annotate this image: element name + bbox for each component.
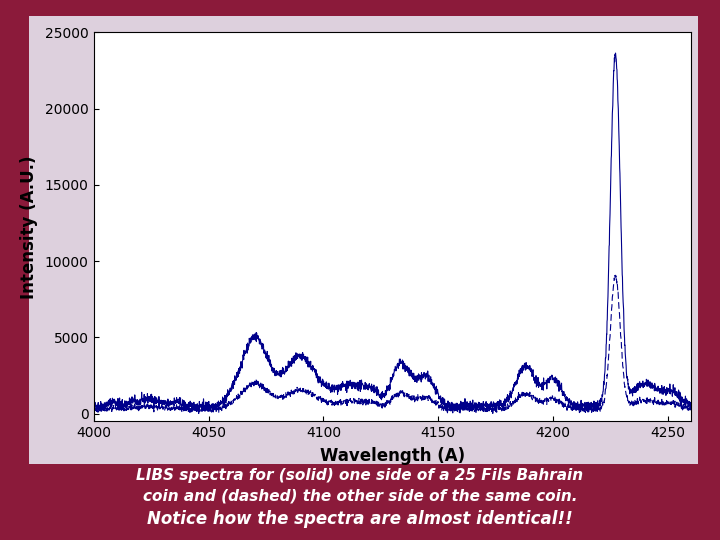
X-axis label: Wavelength (A): Wavelength (A) — [320, 447, 465, 465]
Y-axis label: Intensity (A.U.): Intensity (A.U.) — [20, 155, 38, 299]
Text: coin and (dashed) the other side of the same coin.: coin and (dashed) the other side of the … — [143, 488, 577, 503]
Text: LIBS spectra for (solid) one side of a 25 Fils Bahrain: LIBS spectra for (solid) one side of a 2… — [136, 468, 584, 483]
Text: Notice how the spectra are almost identical!!: Notice how the spectra are almost identi… — [147, 510, 573, 529]
